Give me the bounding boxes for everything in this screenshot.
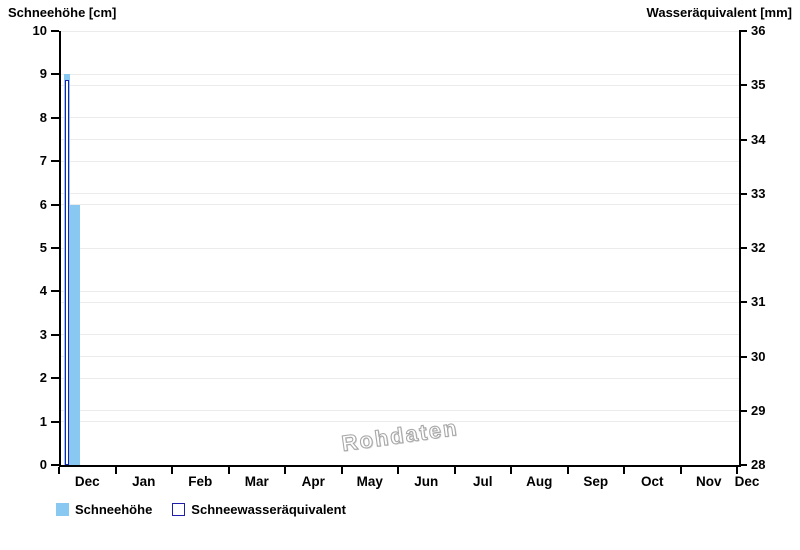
gridline-right-34 [61,139,739,140]
right-axis-tick-label: 28 [751,457,766,472]
gridline-right-33 [61,193,739,195]
gridline-right-32 [61,247,739,249]
left-axis-tick-label: 6 [39,196,47,212]
left-axis-tick-label: 7 [39,153,47,169]
x-axis-tick [510,467,512,474]
gridline-right-36 [61,30,739,32]
x-axis-tick [58,467,60,474]
left-axis-tick [51,377,59,380]
x-axis-month-label: Jun [414,474,439,489]
gridline-left-3 [61,334,739,336]
x-axis-tick [736,467,738,474]
left-axis-tick [51,30,59,32]
x-axis-month-label: Aug [526,474,553,489]
right-axis-tick-label: 36 [751,23,766,38]
left-axis-tick [51,420,59,423]
gridline-left-6 [61,204,739,206]
left-axis-tick [51,333,59,336]
x-axis-tick [623,467,625,474]
right-axis-tick [739,355,747,358]
legend-label-schneewasseraequivalent: Schneewasseräquivalent [191,502,346,517]
left-axis-tick [51,290,59,293]
right-axis-tick [739,138,747,141]
gridline-right-31 [61,301,739,303]
right-axis-tick [739,464,747,466]
left-axis-title: Schneehöhe [cm] [8,5,117,20]
left-axis-tick-label: 3 [39,326,47,342]
right-axis-tick [739,192,747,195]
left-axis-tick-label: 10 [32,23,47,38]
right-axis-tick-label: 30 [751,348,766,364]
x-axis-month-label: Jul [472,474,493,489]
left-axis-tick [51,73,59,76]
x-axis-month-label: Mar [244,474,269,489]
x-axis-tick [453,467,456,474]
x-axis-month-label: May [356,474,383,489]
x-axis-tick [340,467,343,474]
x-axis-tick [284,467,286,474]
gridline-right-29 [61,410,739,412]
legend: Schneehöhe Schneewasseräquivalent [56,502,366,517]
right-axis-tick [739,30,747,32]
left-axis-tick-label: 0 [39,457,47,472]
gridline-left-2 [61,377,739,379]
right-axis-tick [739,247,747,249]
x-axis-month-label: Sep [583,474,609,489]
left-axis-tick-label: 5 [39,240,47,255]
x-axis-tick [679,467,682,474]
x-axis-month-label: Dec [734,474,760,489]
x-axis-tick [227,467,230,474]
right-axis-title: Wasseräquivalent [mm] [646,5,792,20]
bar-schneehoehe [70,204,80,465]
right-axis-tick-label: 35 [751,77,766,93]
right-axis-tick-label: 31 [751,294,766,310]
gridline-left-7 [61,160,739,162]
gridline-left-1 [61,421,739,423]
x-axis-month-label: Jan [132,474,156,489]
left-axis-tick [51,203,59,206]
gridline-left-8 [61,117,739,119]
left-axis-tick-label: 4 [39,283,47,299]
left-axis-tick-label: 9 [39,66,47,82]
right-axis-tick-label: 34 [751,131,766,147]
plot-area: Rohdaten [59,30,741,467]
legend-swatch-schneehoehe [56,503,69,516]
x-axis-tick [114,467,117,474]
right-axis-tick [739,301,747,304]
left-axis-tick-label: 1 [39,413,47,429]
right-axis-tick-label: 33 [751,185,766,201]
x-axis-tick [171,467,173,474]
x-axis-month-label: Apr [301,474,325,489]
gridline-right-30 [61,356,739,357]
right-axis-tick-label: 29 [751,402,766,418]
x-axis-month-label: Nov [695,474,722,489]
legend-swatch-schneewasseraequivalent [172,503,186,516]
gridline-left-9 [61,73,739,75]
right-axis-tick [739,84,747,87]
gridline-left-4 [61,290,739,292]
left-axis-tick [51,464,59,466]
left-axis-tick-label: 2 [39,370,47,386]
right-axis-tick [739,409,747,412]
legend-label-schneehoehe: Schneehöhe [75,502,153,517]
gridline-right-35 [61,84,739,86]
left-axis-tick-label: 8 [39,109,47,125]
right-axis-tick-label: 32 [751,240,766,255]
x-axis-month-label: Dec [74,474,100,489]
left-axis-tick [51,247,59,249]
x-axis-month-label: Feb [188,474,213,489]
x-axis-month-label: Oct [640,474,664,489]
x-axis-tick [566,467,569,474]
left-axis-tick [51,160,59,163]
x-axis-tick [397,467,399,474]
left-axis-tick [51,116,59,119]
bar-schneewasseraequivalent [65,79,69,465]
